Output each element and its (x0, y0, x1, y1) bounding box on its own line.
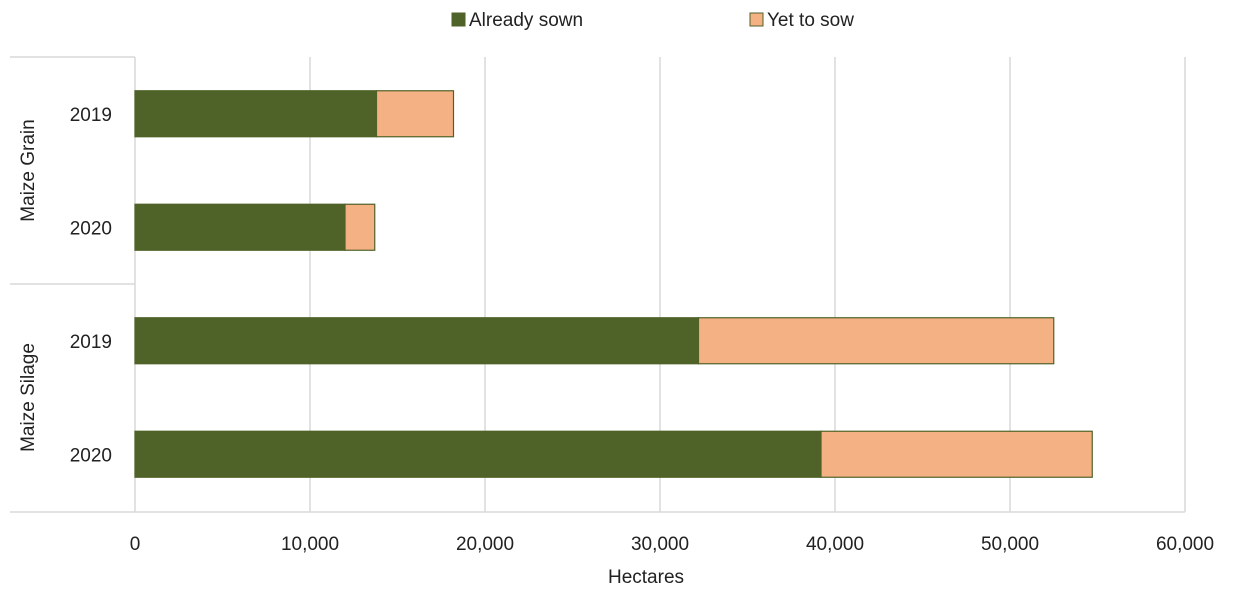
x-tick-label: 50,000 (981, 534, 1039, 555)
group-labels: Maize Grain Maize Silage (18, 119, 39, 452)
legend-label: Yet to sow (767, 10, 854, 31)
bar-segment-yet-to-sow (344, 203, 376, 251)
x-tick-label: 60,000 (1156, 534, 1214, 555)
category-label: 2020 (70, 445, 112, 466)
x-tick-label: 40,000 (806, 534, 864, 555)
category-label: 2019 (70, 105, 112, 126)
bar-segment-yet-to-sow (375, 90, 455, 138)
bar-segment-already-sown (134, 203, 346, 251)
category-labels: 2019 2020 2019 2020 (70, 105, 112, 467)
bar-segment-already-sown (134, 430, 822, 478)
x-tick-label: 30,000 (631, 534, 689, 555)
bar-segment-already-sown (134, 317, 700, 365)
x-tick-label: 10,000 (281, 534, 339, 555)
bar-segment-yet-to-sow (697, 317, 1055, 365)
group-label: Maize Grain (18, 119, 39, 221)
legend-label: Already sown (469, 10, 583, 31)
category-label: 2019 (70, 332, 112, 353)
x-axis-title: Hectares (608, 567, 684, 588)
legend-swatch (749, 12, 764, 27)
legend-swatch (451, 12, 466, 27)
category-label: 2020 (70, 218, 112, 239)
bar-segment-yet-to-sow (820, 430, 1093, 478)
bars (134, 90, 1093, 478)
x-tick-label: 0 (130, 534, 141, 555)
legend: Already sown Yet to sow (451, 10, 854, 31)
x-tick-labels: 0 10,000 20,000 30,000 40,000 50,000 60,000 (130, 534, 1214, 555)
group-label: Maize Silage (18, 343, 39, 452)
bar-segment-already-sown (134, 90, 378, 138)
x-tick-label: 20,000 (456, 534, 514, 555)
